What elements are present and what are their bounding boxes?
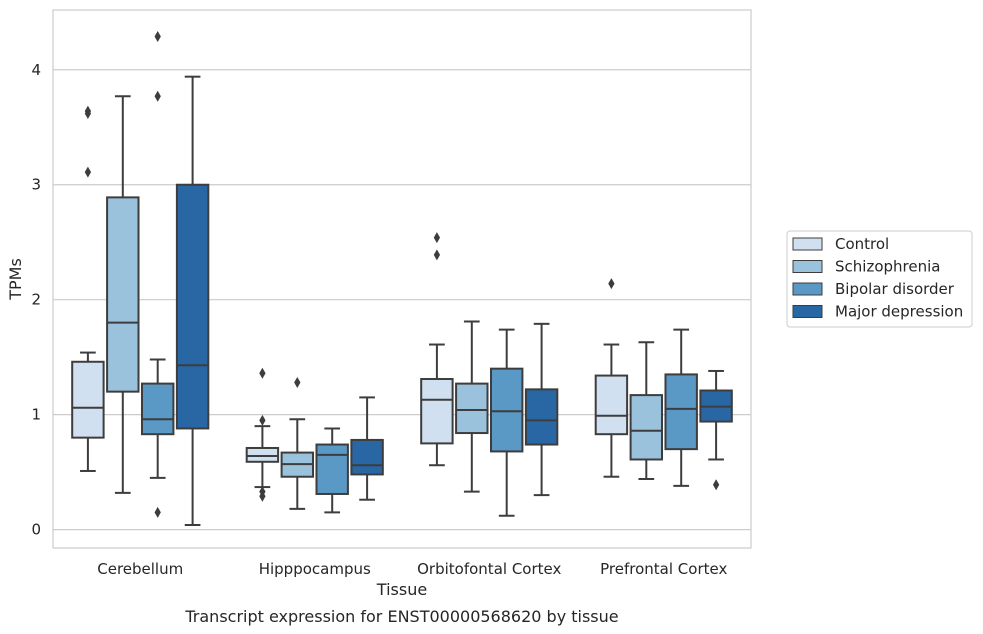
outlier-point (84, 105, 92, 117)
box-iqr (175, 183, 210, 430)
box-bipolar-disorder (489, 328, 524, 517)
legend-label: Control (835, 235, 889, 253)
legend-frame (786, 230, 973, 328)
box-iqr (315, 443, 349, 495)
x-tick-label: Prefrontal Cortex (600, 560, 727, 578)
box-schizophrenia (629, 341, 664, 481)
plot-frame (52, 9, 752, 549)
outlier-point (608, 278, 615, 290)
box-control (245, 367, 280, 502)
box-schizophrenia (280, 376, 315, 510)
box-bipolar-disorder (664, 328, 698, 487)
box-iqr (106, 196, 140, 393)
outlier-point (84, 166, 92, 178)
y-axis-label: TPMs (6, 258, 25, 301)
box-schizophrenia (455, 320, 489, 493)
box-control (594, 278, 629, 478)
x-tick-label: Orbitofontal Cortex (417, 560, 561, 578)
outlier-point (259, 490, 266, 502)
box-iqr (664, 373, 698, 451)
box-iqr (594, 374, 629, 436)
outlier-point (154, 30, 161, 42)
outlier-point (154, 90, 161, 102)
box-major-depression (175, 75, 210, 527)
y-tick-labels: 0 1 2 3 4 (31, 61, 41, 539)
x-tick-label: Cerebellum (97, 560, 183, 578)
outlier-point (294, 376, 301, 388)
box-major-depression (350, 396, 384, 501)
outlier-point (433, 249, 441, 261)
outlier-point (259, 414, 266, 426)
box-control (71, 105, 105, 472)
x-tick-labels: Cerebellum Hipppocampus Orbitofontal Corte… (97, 560, 727, 578)
y-tick-label: 4 (31, 61, 41, 79)
y-tick-label: 0 (31, 521, 41, 539)
box-bipolar-disorder (315, 427, 349, 514)
box-iqr (245, 446, 280, 463)
y-tick-label: 1 (31, 406, 41, 424)
box-iqr (140, 382, 175, 436)
y-tick-label: 2 (31, 291, 41, 309)
outlier-point (154, 506, 161, 518)
box-control (420, 232, 454, 467)
legend-label: Major depression (835, 303, 963, 321)
box-iqr (524, 388, 559, 446)
box-major-depression (699, 369, 733, 491)
box-major-depression (524, 322, 559, 497)
legend-swatch (792, 260, 823, 273)
legend-swatch (792, 282, 823, 296)
outlier-point (433, 232, 441, 244)
x-tick-label: Hipppocampus (259, 560, 371, 578)
box-iqr (71, 360, 105, 439)
figure-caption: Transcript expression for ENST0000056862… (184, 607, 618, 626)
box-iqr (629, 394, 664, 461)
box-iqr (350, 438, 384, 476)
box-iqr (455, 382, 489, 435)
outlier-point (712, 479, 720, 491)
box-schizophrenia (106, 95, 140, 494)
box-iqr (420, 378, 454, 445)
x-axis-label: Tissue (376, 580, 427, 599)
legend-swatch (792, 305, 823, 318)
legend-swatch (792, 237, 823, 251)
legend-label: Bipolar disorder (835, 280, 955, 298)
legend: Control Schizophrenia Bipolar disorder Majo… (786, 230, 973, 328)
legend-label: Schizophrenia (835, 258, 940, 276)
y-tick-label: 3 (31, 176, 41, 194)
box-iqr (489, 367, 524, 453)
box-groups (71, 30, 733, 527)
box-bipolar-disorder (140, 30, 175, 518)
outlier-point (259, 367, 266, 379)
